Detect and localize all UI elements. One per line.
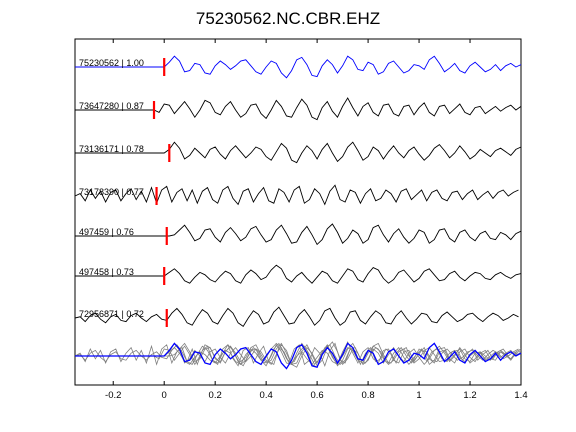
x-tick-label-5: 0.8 — [361, 390, 374, 401]
trace-line-6 — [75, 264, 522, 284]
x-tick-label-1: 0 — [162, 390, 167, 401]
stack-layer — [74, 341, 522, 370]
x-tick-label-3: 0.4 — [260, 390, 273, 401]
stack-trace-5 — [75, 341, 522, 367]
trace-line-7 — [74, 306, 519, 328]
plot-frame — [74, 38, 522, 386]
traces-layer: 75230562 | 1.00 73647280 | 0.87 73136171 |… — [74, 55, 522, 328]
trace-label-7: 72956871 | 0.72 — [79, 309, 144, 319]
x-tick-label-4: 0.6 — [311, 390, 324, 401]
stack-trace-3 — [75, 342, 522, 368]
trace-label-1: 75230562 | 1.00 — [79, 58, 144, 68]
stack-trace-1 — [75, 342, 522, 370]
chart-title: 75230562.NC.CBR.EHZ — [196, 9, 380, 28]
trace-label-4: 73178390 | 0.77 — [79, 187, 144, 197]
x-tick-label-6: 1 — [416, 390, 421, 401]
trace-label-2: 73647280 | 0.87 — [79, 101, 144, 111]
x-tick-label-8: 1.4 — [514, 390, 527, 401]
trace-label-6: 497458 | 0.73 — [79, 267, 134, 277]
x-tick-label-2: 0.2 — [209, 390, 222, 401]
trace-line-1 — [75, 55, 522, 79]
trace-line-2 — [75, 97, 522, 121]
trace-label-3: 73136171 | 0.78 — [79, 144, 144, 154]
trace-line-4 — [74, 184, 519, 206]
trace-line-5 — [75, 223, 522, 246]
trace-label-5: 497459 | 0.76 — [79, 227, 134, 237]
x-tick-label-0: -0.2 — [105, 390, 121, 401]
x-tick-label-7: 1.2 — [463, 390, 476, 401]
trace-line-3 — [75, 141, 522, 164]
x-axis: -0.2 0 0.2 0.4 0.6 0.8 1 1.2 1.4 — [105, 39, 528, 401]
